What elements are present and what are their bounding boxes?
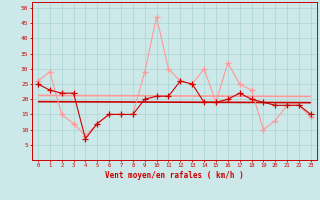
X-axis label: Vent moyen/en rafales ( km/h ): Vent moyen/en rafales ( km/h ) [105,171,244,180]
